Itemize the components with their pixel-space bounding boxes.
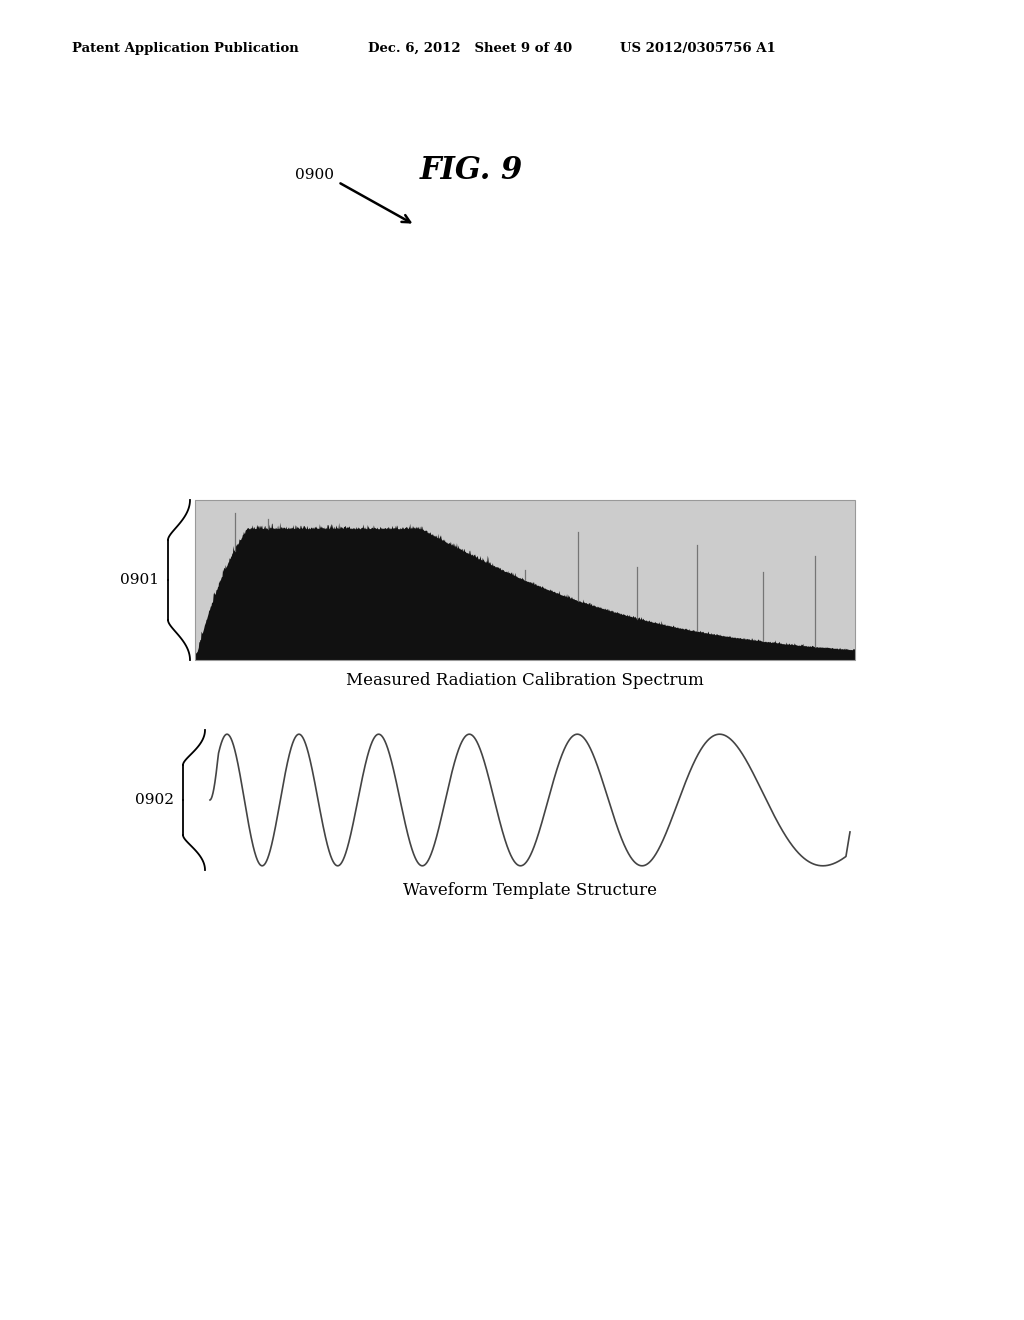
Text: Waveform Template Structure: Waveform Template Structure xyxy=(403,882,657,899)
Text: FIG. 9: FIG. 9 xyxy=(420,154,523,186)
Text: 0900: 0900 xyxy=(295,168,334,182)
Text: US 2012/0305756 A1: US 2012/0305756 A1 xyxy=(620,42,776,55)
Text: Patent Application Publication: Patent Application Publication xyxy=(72,42,299,55)
Text: 0901: 0901 xyxy=(120,573,159,587)
Bar xyxy=(195,500,855,660)
Text: Measured Radiation Calibration Spectrum: Measured Radiation Calibration Spectrum xyxy=(346,672,703,689)
Text: Dec. 6, 2012   Sheet 9 of 40: Dec. 6, 2012 Sheet 9 of 40 xyxy=(368,42,572,55)
Text: 0902: 0902 xyxy=(135,793,174,807)
Bar xyxy=(195,500,855,660)
